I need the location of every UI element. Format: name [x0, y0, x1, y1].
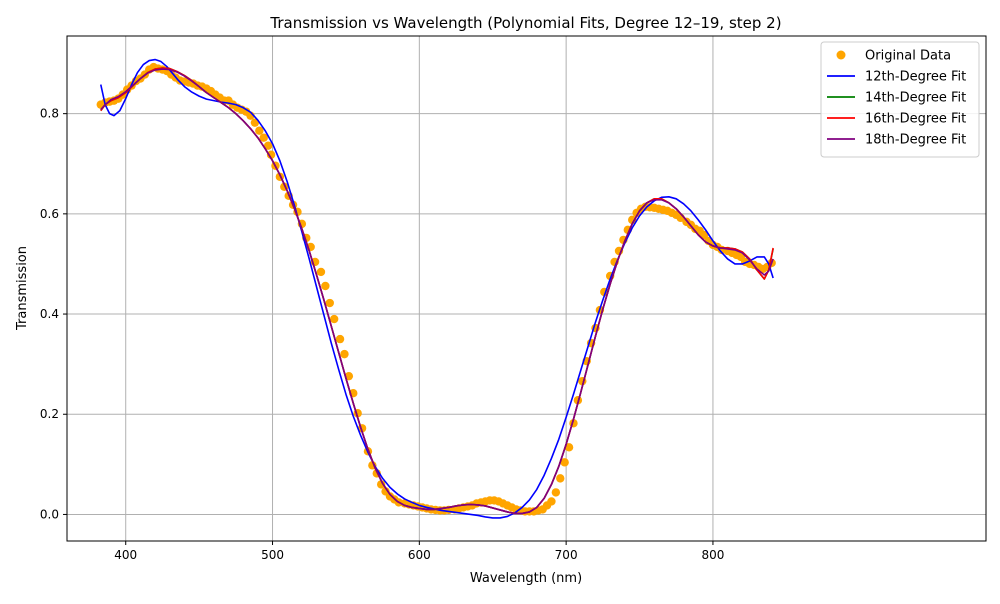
- y-axis-label: Transmission: [15, 246, 30, 331]
- x-tick-label: 600: [408, 548, 431, 562]
- y-tick-label: 0.0: [40, 507, 59, 521]
- data-point: [255, 126, 264, 135]
- data-point: [564, 443, 574, 452]
- x-axis-label: Wavelength (nm): [470, 571, 582, 586]
- x-tick-label: 500: [261, 548, 284, 562]
- data-point: [250, 118, 260, 127]
- data-point: [266, 150, 276, 159]
- legend-box: [820, 41, 980, 158]
- data-point: [627, 215, 637, 225]
- legend-label: Original Data: [865, 49, 951, 64]
- data-point: [551, 488, 561, 497]
- ticks-layer: 400 500 600 700 800 0.0 0.2 0.4 0.6 0.8: [40, 107, 724, 562]
- y-tick-label: 0.2: [40, 407, 59, 421]
- lines-layer: [99, 58, 774, 519]
- legend-label: 14th-Degree Fit: [865, 91, 966, 106]
- data-point: [316, 267, 326, 277]
- data-point: [335, 334, 345, 344]
- legend-marker: [836, 50, 846, 60]
- data-point: [699, 230, 709, 240]
- data-point: [547, 497, 556, 506]
- plot-frame: [66, 35, 987, 542]
- data-point: [556, 474, 565, 483]
- y-tick-label: 0.4: [40, 307, 59, 321]
- x-tick-label: 400: [114, 548, 137, 562]
- legend-label: 18th-Degree Fit: [865, 133, 966, 148]
- x-tick-label: 800: [701, 548, 724, 562]
- data-point: [321, 281, 330, 291]
- data-point: [329, 314, 339, 324]
- legend: Original Data 12th-Degree Fit 14th-Degree …: [820, 41, 980, 158]
- legend-label: 16th-Degree Fit: [865, 112, 966, 127]
- data-point: [263, 141, 273, 150]
- data-point: [560, 458, 569, 467]
- data-point: [259, 133, 268, 142]
- series-line-18th-degree-fit: [100, 68, 774, 515]
- x-tick-label: 700: [555, 548, 578, 562]
- data-point: [340, 349, 349, 359]
- data-point: [325, 298, 334, 308]
- legend-label: 12th-Degree Fit: [865, 70, 966, 85]
- series-line-12th-degree-fit: [99, 58, 774, 519]
- y-tick-label: 0.6: [40, 207, 59, 221]
- chart-title: Transmission vs Wavelength (Polynomial F…: [269, 14, 781, 32]
- y-tick-label: 0.8: [40, 107, 59, 121]
- data-point: [376, 480, 386, 489]
